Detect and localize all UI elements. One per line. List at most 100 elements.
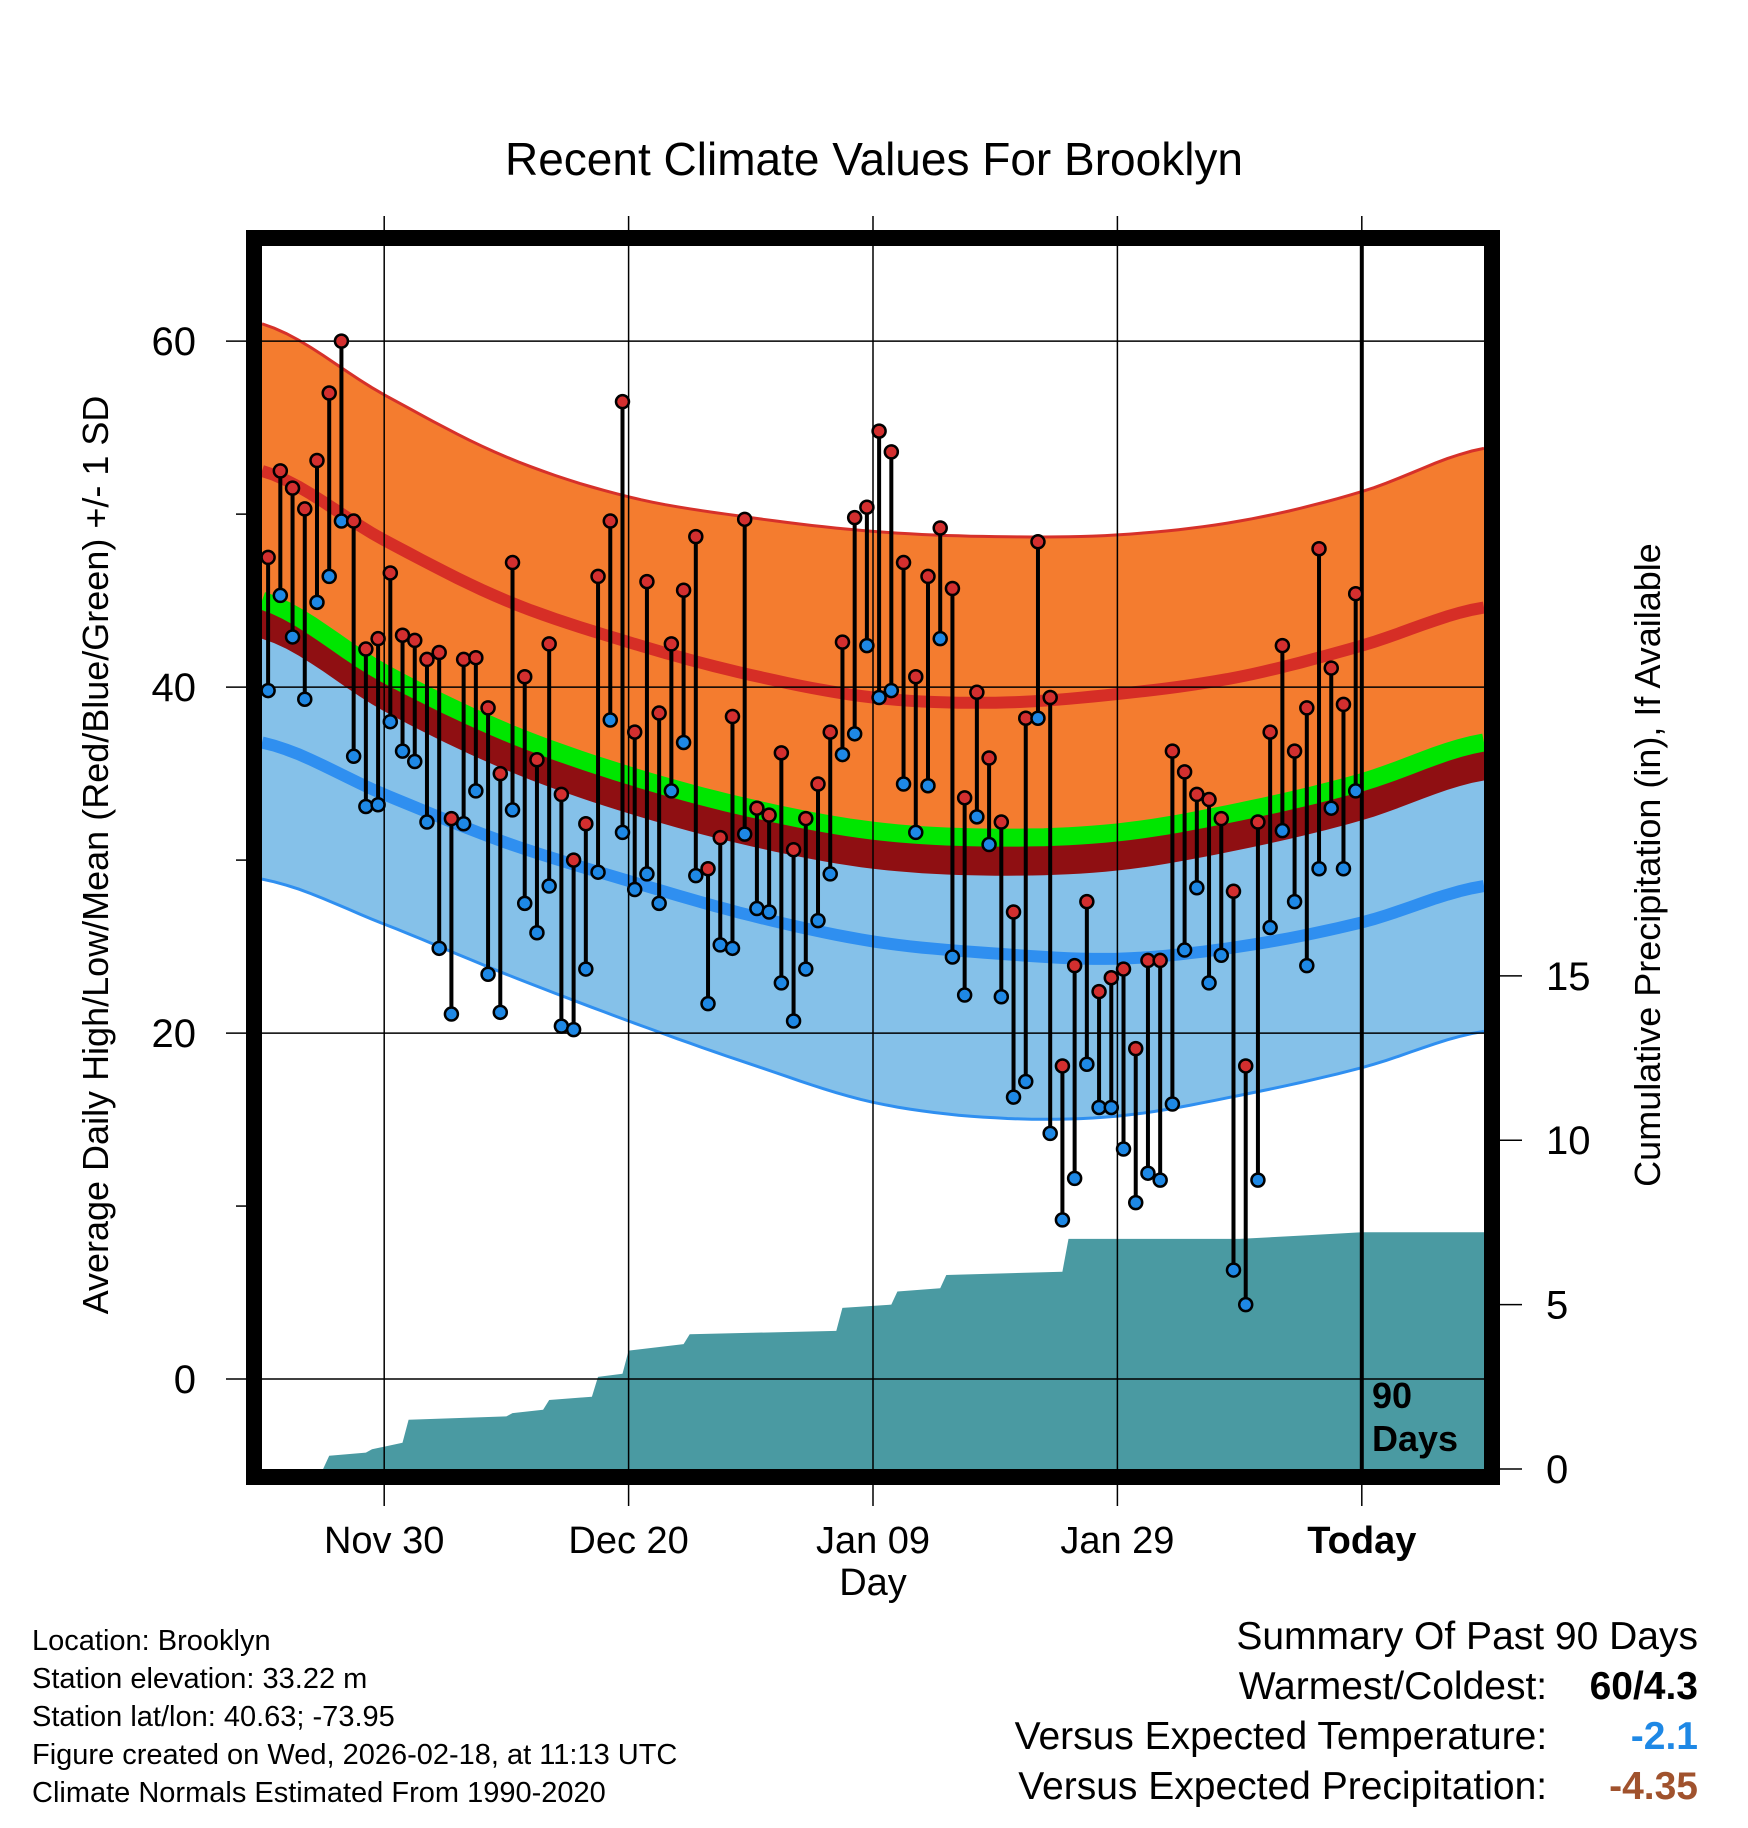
daily-low-point xyxy=(1103,1099,1120,1116)
daily-high-point xyxy=(956,790,973,806)
daily-high-point xyxy=(1152,952,1168,969)
daily-low-point xyxy=(834,746,851,763)
daily-high-point xyxy=(1091,983,1107,1000)
daily-high-point xyxy=(565,852,582,868)
daily-low-point xyxy=(1079,1056,1095,1072)
daily-high-point xyxy=(1030,534,1046,550)
daily-low-point xyxy=(284,629,301,645)
daily-low-point xyxy=(1323,800,1339,816)
daily-low-point xyxy=(1042,1125,1058,1142)
daily-low-point xyxy=(883,682,900,699)
daily-high-point xyxy=(1237,1058,1254,1074)
warmest-coldest-row: Warmest/Coldest: 60/4.3 xyxy=(1015,1662,1698,1712)
daily-low-point xyxy=(309,594,325,611)
daily-high-point xyxy=(761,807,777,823)
daily-high-point xyxy=(846,509,863,526)
daily-low-point xyxy=(639,866,655,882)
y-tick-label: 60 xyxy=(152,320,197,364)
daily-low-point xyxy=(480,966,496,983)
daily-high-point xyxy=(492,765,509,782)
y-tick-label: 40 xyxy=(152,666,197,710)
daily-low-point xyxy=(541,878,557,894)
daily-low-point xyxy=(1140,1165,1156,1181)
y2-tick-label: 10 xyxy=(1546,1119,1591,1163)
summary-title: Summary Of Past 90 Days xyxy=(1236,1615,1698,1658)
daily-high-point xyxy=(1164,743,1181,759)
daily-low-point xyxy=(859,637,875,654)
daily-high-point xyxy=(798,810,814,827)
daily-low-point xyxy=(565,1021,582,1038)
daily-high-point xyxy=(834,634,851,650)
summary-panel: Summary Of Past 90 Days Warmest/Coldest:… xyxy=(1015,1612,1698,1812)
daily-low-point xyxy=(1054,1212,1071,1228)
created-text: Figure created on Wed, 2026-02-18, at 11… xyxy=(32,1739,678,1771)
daily-low-point xyxy=(688,867,704,884)
daily-high-point xyxy=(1115,961,1132,977)
y2-tick-label: 15 xyxy=(1546,955,1591,999)
daily-high-point xyxy=(297,501,313,517)
daily-high-point xyxy=(602,513,619,529)
daily-low-point xyxy=(1237,1296,1254,1313)
daily-high-point xyxy=(321,385,337,401)
daily-high-point xyxy=(1274,637,1291,654)
daily-low-point xyxy=(846,726,863,742)
daily-high-point xyxy=(1054,1058,1071,1074)
daily-low-point xyxy=(382,713,399,730)
daily-low-point xyxy=(1274,822,1291,839)
daily-low-point xyxy=(1164,1096,1181,1112)
daily-low-point xyxy=(908,824,924,841)
daily-low-point xyxy=(956,987,973,1003)
daily-high-point xyxy=(431,644,447,661)
x-tick-label: Today xyxy=(1307,1520,1416,1562)
daily-high-point xyxy=(480,700,496,716)
daily-low-point xyxy=(358,798,374,815)
daily-low-point xyxy=(1213,947,1230,963)
daily-high-point xyxy=(345,513,362,529)
daily-high-point xyxy=(590,568,606,585)
daily-high-point xyxy=(516,668,533,685)
chart-title: Recent Climate Values For Brooklyn xyxy=(505,133,1243,185)
climate-chart: Recent Climate Values For Brooklyn 0 20 40… xyxy=(75,133,1668,1604)
daily-high-point xyxy=(614,393,631,410)
daily-high-point xyxy=(1225,883,1242,899)
daily-high-point xyxy=(1005,904,1022,920)
daily-low-point xyxy=(663,783,680,799)
x-tick-label: Jan 29 xyxy=(1060,1520,1174,1562)
daily-low-point xyxy=(1176,942,1193,958)
daily-high-point xyxy=(773,745,790,761)
daily-low-point xyxy=(1018,1073,1034,1090)
daily-low-point xyxy=(297,691,313,707)
y-axis-label: Average Daily High/Low/Mean (Red/Blue/Gr… xyxy=(75,396,116,1315)
daily-high-point xyxy=(1103,969,1120,986)
daily-low-point xyxy=(773,975,790,991)
daily-low-point xyxy=(394,743,411,759)
temp-departure-value: -2.1 xyxy=(1630,1715,1698,1758)
normals-text: Climate Normals Estimated From 1990-2020 xyxy=(32,1777,606,1809)
daily-low-point xyxy=(700,995,716,1012)
daily-low-point xyxy=(932,630,948,647)
daily-low-point xyxy=(1335,860,1352,877)
daily-high-point xyxy=(871,423,887,439)
daily-high-point xyxy=(749,800,765,816)
daily-low-point xyxy=(529,924,545,941)
daily-high-point xyxy=(1213,810,1230,827)
daily-low-point xyxy=(724,940,741,957)
warmest-coldest-value: 60/4.3 xyxy=(1589,1665,1698,1708)
precip-departure-value: -4.35 xyxy=(1609,1765,1698,1808)
y-tick-label: 0 xyxy=(174,1358,196,1402)
x-tick-label: Nov 30 xyxy=(324,1520,444,1562)
temp-departure-row: Versus Expected Temperature: -2.1 xyxy=(1015,1712,1698,1762)
daily-high-point xyxy=(700,860,716,877)
daily-low-point xyxy=(407,753,423,770)
daily-high-point xyxy=(663,636,680,652)
y2-tick-label: 0 xyxy=(1546,1448,1568,1492)
daily-high-point xyxy=(468,649,484,666)
precip-departure-label: Versus Expected Precipitation: xyxy=(1018,1765,1548,1808)
daily-low-point xyxy=(675,734,692,751)
daily-low-point xyxy=(455,816,472,832)
daily-high-point xyxy=(370,630,386,647)
daily-high-point xyxy=(639,573,655,590)
daily-low-point xyxy=(626,881,643,898)
daily-low-point xyxy=(419,814,435,830)
daily-high-point xyxy=(908,668,924,685)
